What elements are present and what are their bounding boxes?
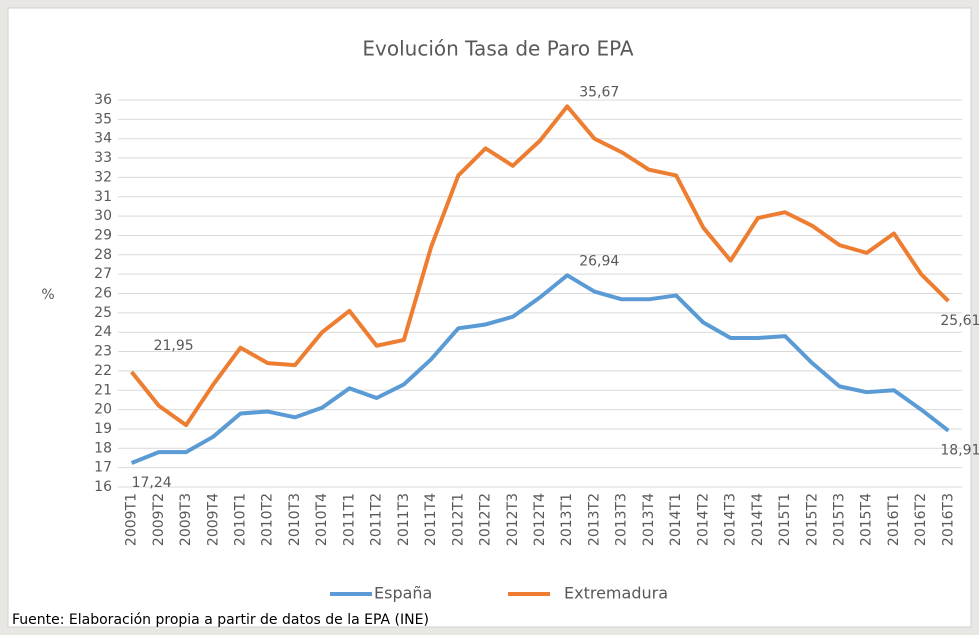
data-label: 26,94 xyxy=(579,253,619,269)
x-tick-label: 2015T4 xyxy=(859,493,875,546)
y-tick-label: 36 xyxy=(94,92,112,108)
chart-panel xyxy=(7,7,972,628)
x-tick-label: 2012T1 xyxy=(450,493,466,546)
x-tick-label: 2015T2 xyxy=(804,493,820,546)
x-tick-label: 2014T3 xyxy=(723,493,739,546)
data-label: 17,24 xyxy=(132,475,172,491)
y-tick-label: 29 xyxy=(94,227,112,243)
y-tick-label: 27 xyxy=(94,266,112,282)
x-tick-label: 2012T3 xyxy=(505,493,521,546)
x-tick-label: 2015T3 xyxy=(831,493,847,546)
x-tick-label: 2009T1 xyxy=(124,493,140,546)
x-tick-label: 2011T4 xyxy=(423,493,439,546)
x-tick-label: 2014T2 xyxy=(695,493,711,546)
x-tick-label: 2014T1 xyxy=(668,493,684,546)
x-tick-label: 2010T1 xyxy=(233,493,249,546)
y-tick-label: 26 xyxy=(94,286,112,302)
x-tick-label: 2015T1 xyxy=(777,493,793,546)
y-tick-label: 18 xyxy=(94,440,112,456)
legend-label: Extremadura xyxy=(564,584,668,603)
x-tick-label: 2016T2 xyxy=(913,493,929,546)
y-tick-label: 16 xyxy=(94,479,112,495)
x-tick-label: 2009T2 xyxy=(151,493,167,546)
x-tick-label: 2016T3 xyxy=(940,493,956,546)
y-tick-label: 19 xyxy=(94,421,112,437)
x-tick-label: 2009T4 xyxy=(205,493,221,546)
x-tick-label: 2009T3 xyxy=(178,493,194,546)
y-tick-label: 20 xyxy=(94,402,112,418)
x-tick-label: 2013T2 xyxy=(586,493,602,546)
series-line xyxy=(130,104,950,428)
data-label: 35,67 xyxy=(579,84,619,100)
y-tick-label: 30 xyxy=(94,208,112,224)
x-tick-label: 2011T1 xyxy=(341,493,357,546)
series-line xyxy=(130,273,950,465)
chart-title: Evolución Tasa de Paro EPA xyxy=(362,37,634,61)
y-tick-label: 25 xyxy=(94,305,112,321)
x-tick-label: 2012T4 xyxy=(532,493,548,546)
x-tick-label: 2013T4 xyxy=(641,493,657,546)
x-tick-label: 2010T4 xyxy=(314,493,330,546)
x-tick-label: 2011T2 xyxy=(369,493,385,546)
x-tick-label: 2013T3 xyxy=(614,493,630,546)
x-tick-label: 2011T3 xyxy=(396,493,412,546)
x-tick-label: 2010T3 xyxy=(287,493,303,546)
y-tick-label: 32 xyxy=(94,169,112,185)
x-tick-label: 2016T1 xyxy=(886,493,902,546)
data-label: 25,61 xyxy=(940,313,979,329)
source-note: Fuente: Elaboración propia a partir de d… xyxy=(12,612,429,628)
x-tick-label: 2012T2 xyxy=(478,493,494,546)
data-label: 21,95 xyxy=(154,338,194,354)
y-tick-label: 21 xyxy=(94,382,112,398)
x-tick-label: 2010T2 xyxy=(260,493,276,546)
x-tick-label: 2014T4 xyxy=(750,493,766,546)
y-tick-label: 23 xyxy=(94,344,112,360)
y-tick-label: 24 xyxy=(94,324,112,340)
y-axis-label: % xyxy=(41,287,54,303)
y-tick-label: 33 xyxy=(94,150,112,166)
y-tick-label: 34 xyxy=(94,131,112,147)
x-tick-label: 2013T1 xyxy=(559,493,575,546)
y-tick-label: 35 xyxy=(94,111,112,127)
y-tick-label: 17 xyxy=(94,460,112,476)
data-label: 18,91 xyxy=(940,443,979,459)
y-tick-label: 31 xyxy=(94,189,112,205)
legend-label: España xyxy=(374,584,432,603)
y-tick-label: 28 xyxy=(94,247,112,263)
y-tick-label: 22 xyxy=(94,363,112,379)
